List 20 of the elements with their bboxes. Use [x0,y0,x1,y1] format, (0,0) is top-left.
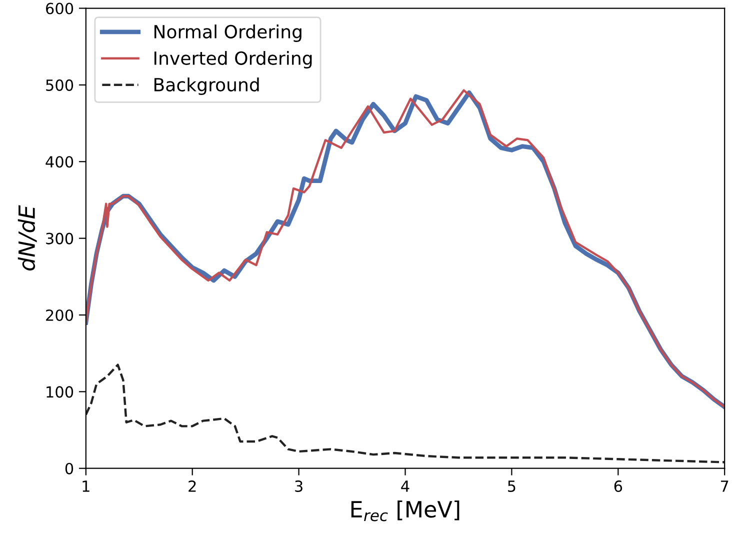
y-tick-label: 300 [46,232,74,244]
y-tick-label: 0 [65,462,74,474]
x-tick-label: 4 [401,480,410,492]
y-tick-label: 400 [46,156,74,168]
x-tick-label: 7 [720,480,728,492]
x-tick-label: 2 [188,480,196,492]
y-tick-label: 200 [46,309,74,322]
x-tick-label: 1 [82,480,90,492]
y-tick-label: 500 [46,79,74,91]
y-tick-label: 600 [46,2,74,14]
legend-label: Inverted Ordering [154,51,312,68]
y-axis-title: dN/dE [18,205,37,270]
line-series [86,364,725,464]
x-tick-label: 3 [295,480,302,492]
x-tick-label: 6 [614,480,622,492]
legend-label: Normal Ordering [154,24,302,42]
legend-label: Background [154,78,259,95]
x-tick-label: 5 [508,480,516,492]
x-axis-title: E$_{rec}$ [MeV] [351,500,460,522]
y-tick-label: 100 [46,386,74,398]
